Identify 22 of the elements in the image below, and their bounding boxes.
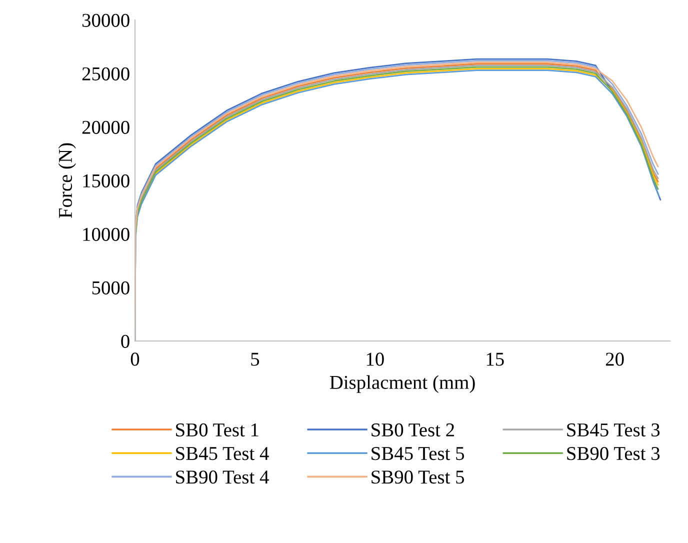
y-tick-label: 20000 [82, 120, 130, 134]
y-tick-label: 10000 [83, 228, 130, 241]
y-tick-label: 30000 [82, 14, 130, 27]
x-tick-label: 15 [486, 352, 504, 366]
legend-label: SB0 Test 2 [372, 423, 454, 437]
legend-label: SB90 Test 4 [176, 470, 269, 484]
x-tick-label: 5 [251, 352, 260, 366]
y-axis-title: Force (N) [58, 143, 76, 218]
x-tick-label: 0 [130, 352, 140, 366]
legend-label: SB90 Test 5 [372, 470, 464, 484]
x-tick-label: 20 [606, 352, 624, 366]
y-tick-label: 15000 [83, 174, 130, 188]
legend-label: SB45 Test 3 [567, 423, 660, 437]
legend-label: SB0 Test 1 [176, 423, 258, 437]
x-axis-title: Displacment (mm) [330, 375, 475, 393]
y-tick-label: 25000 [82, 67, 130, 80]
y-tick-label: 5000 [92, 281, 130, 294]
legend-label: SB45 Test 5 [372, 447, 464, 460]
legend-label: SB90 Test 3 [567, 446, 660, 460]
x-tick-label: 10 [366, 352, 384, 366]
legend-label: SB45 Test 4 [176, 447, 269, 460]
y-tick-label: 0 [121, 334, 130, 348]
